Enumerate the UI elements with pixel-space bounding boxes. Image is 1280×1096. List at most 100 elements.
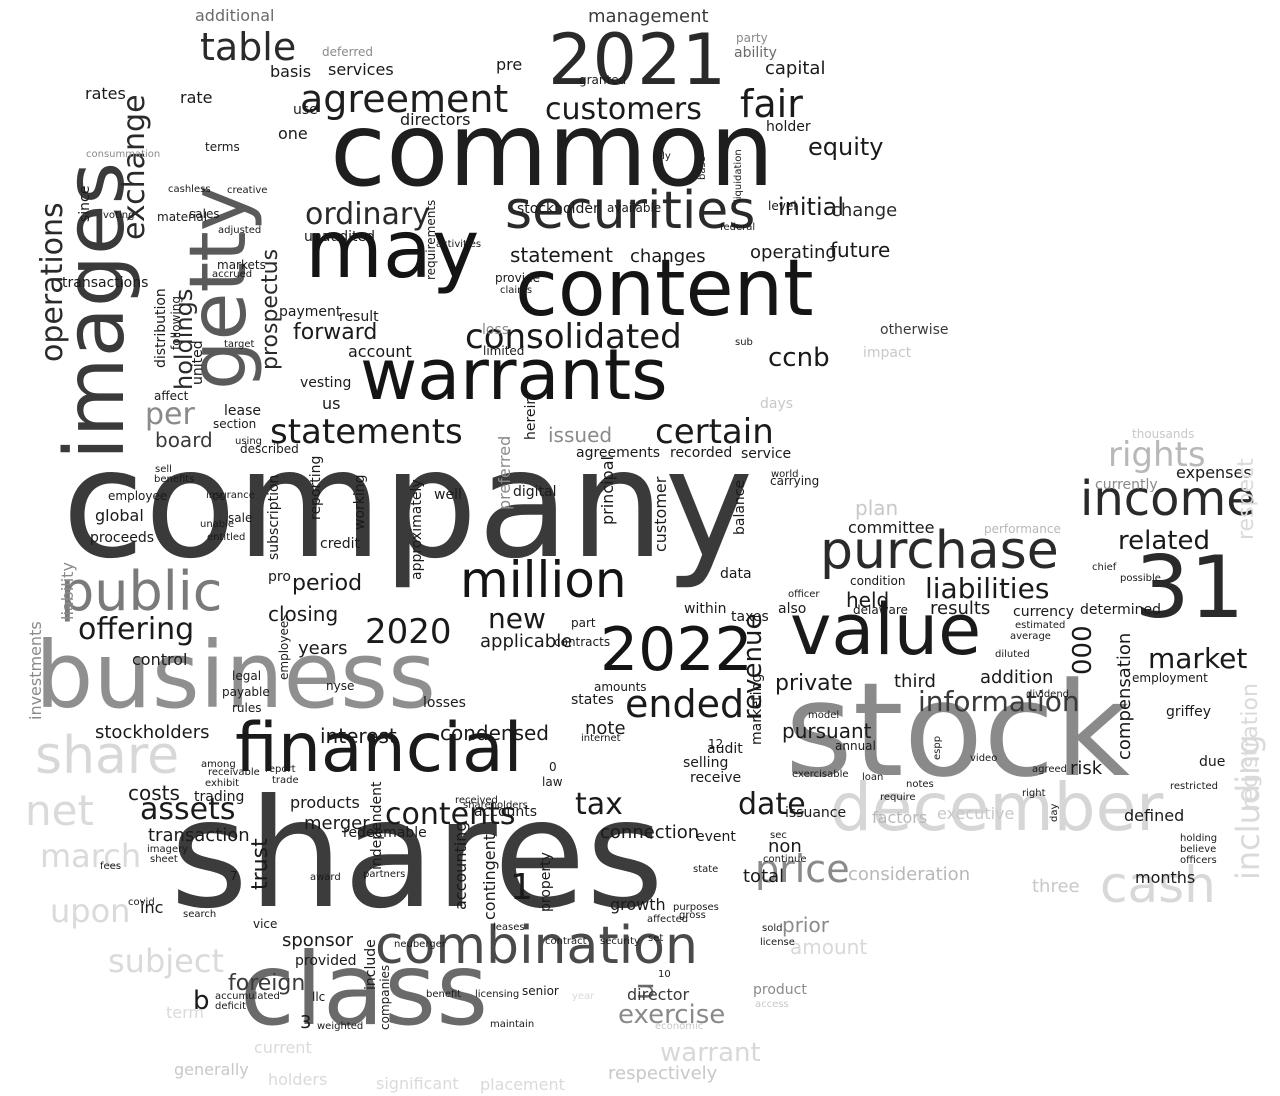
word-registration: registration bbox=[1240, 683, 1262, 810]
word-part: part bbox=[571, 617, 596, 629]
word-new: new bbox=[488, 605, 546, 633]
word-public: public bbox=[60, 565, 222, 619]
word-year: year bbox=[572, 992, 594, 1002]
word-plan: plan bbox=[855, 498, 898, 518]
word-receive: receive bbox=[690, 771, 741, 785]
word-party: party bbox=[736, 32, 768, 44]
word-granted: granted bbox=[579, 74, 626, 86]
word-selling: selling bbox=[683, 756, 728, 770]
word-exhibit: exhibit bbox=[205, 779, 239, 789]
word-transaction: transaction bbox=[148, 827, 250, 845]
word-stockholder: stockholder bbox=[517, 202, 599, 216]
word-ccnb: ccnb bbox=[768, 345, 830, 371]
word-contract: contract bbox=[545, 937, 587, 947]
word-also: also bbox=[778, 602, 806, 616]
word-terms: terms bbox=[205, 141, 240, 153]
word-use: use bbox=[293, 103, 318, 117]
word-taxes: taxes bbox=[731, 610, 769, 624]
word-offering: offering bbox=[78, 615, 194, 645]
word-affected: affected bbox=[647, 915, 688, 925]
word-trading: trading bbox=[194, 790, 244, 804]
word-following: following bbox=[170, 296, 182, 350]
word-subscription: subscription bbox=[267, 475, 281, 560]
word-search: search bbox=[183, 910, 216, 920]
word-tax: tax bbox=[575, 790, 623, 820]
word-espp: espp bbox=[933, 736, 943, 760]
word-limited: limited bbox=[483, 345, 524, 357]
word-products: products bbox=[290, 795, 360, 811]
word-term: term bbox=[166, 1005, 204, 1021]
word-directors: directors bbox=[400, 112, 470, 128]
word-loss: loss bbox=[482, 323, 509, 337]
word-distribution: distribution bbox=[154, 288, 168, 368]
word-thousands: thousands bbox=[1132, 428, 1194, 440]
word-license: license bbox=[760, 938, 795, 948]
word-llc: llc bbox=[312, 991, 325, 1003]
word-world: world bbox=[771, 470, 799, 480]
word-state: state bbox=[693, 865, 718, 875]
word-trust: trust bbox=[250, 838, 272, 890]
word-prior: prior bbox=[782, 915, 829, 935]
word-officers: officers bbox=[1180, 856, 1217, 866]
word-within: within bbox=[684, 602, 726, 616]
word-base: base bbox=[698, 156, 708, 180]
word-subject: subject bbox=[108, 945, 224, 977]
word-account: account bbox=[348, 344, 412, 360]
word-consideration: consideration bbox=[848, 866, 970, 884]
word-security: security bbox=[600, 937, 640, 947]
word-deficit: deficit bbox=[215, 1002, 246, 1012]
word-companies: companies bbox=[379, 965, 391, 1030]
word-equity: equity bbox=[808, 135, 884, 159]
word-redeemable: redeemable bbox=[343, 826, 427, 840]
word-july: july bbox=[653, 152, 671, 162]
word-stockholders: stockholders bbox=[95, 724, 209, 742]
word-unable: unable bbox=[200, 520, 234, 530]
word-agreed: agreed bbox=[1032, 765, 1067, 775]
word-months: months bbox=[1135, 870, 1195, 886]
word-provided: provided bbox=[295, 954, 356, 968]
word-contracts: contracts bbox=[554, 636, 610, 648]
word-possible: possible bbox=[1120, 574, 1161, 584]
word-us: us bbox=[322, 396, 340, 412]
word-respect: respect bbox=[1236, 458, 1258, 540]
word-federal: federal bbox=[720, 223, 755, 233]
word-require: require bbox=[880, 793, 916, 803]
word-rules: rules bbox=[232, 702, 262, 714]
word-since: since bbox=[78, 186, 92, 222]
word-employment: employment bbox=[1132, 672, 1208, 684]
word-restricted: restricted bbox=[1170, 782, 1218, 792]
word-forward: forward bbox=[293, 322, 377, 344]
word-2021: 2021 bbox=[548, 25, 726, 95]
word-amount: amount bbox=[790, 937, 867, 957]
word-proceeds: proceeds bbox=[90, 531, 154, 545]
word-dividend: dividend bbox=[1026, 690, 1069, 700]
word-third: third bbox=[894, 673, 936, 691]
word-law: law bbox=[542, 776, 563, 788]
word-rate: rate bbox=[180, 90, 213, 106]
word-section: section bbox=[213, 418, 256, 430]
word-costs: costs bbox=[128, 783, 180, 803]
word-deferred: deferred bbox=[322, 46, 373, 58]
word-executive: executive bbox=[937, 806, 1014, 822]
word-ordinary: ordinary bbox=[305, 200, 430, 230]
word-claims: claims bbox=[500, 286, 532, 296]
word-right: right bbox=[1022, 789, 1046, 799]
word-service: service bbox=[741, 447, 791, 461]
word-officer: officer bbox=[788, 590, 820, 600]
word-herein: herein bbox=[524, 396, 538, 440]
word-000: 000 bbox=[1070, 625, 1096, 675]
word-currency: currency bbox=[1013, 605, 1074, 619]
word-activities: activities bbox=[436, 240, 481, 250]
word-loan: loan bbox=[862, 773, 883, 783]
word-economic: economic bbox=[655, 1022, 703, 1032]
word-griffey: griffey bbox=[1166, 705, 1211, 719]
word-sub: sub bbox=[735, 338, 753, 348]
word-leases: leases bbox=[493, 923, 525, 933]
word-31: 31 bbox=[1135, 545, 1244, 631]
word-weighted: weighted bbox=[317, 1022, 363, 1032]
word-march: march bbox=[40, 840, 141, 872]
word-rates: rates bbox=[85, 86, 126, 102]
word-risk: risk bbox=[1070, 760, 1102, 778]
word-agreements: agreements bbox=[576, 446, 660, 460]
